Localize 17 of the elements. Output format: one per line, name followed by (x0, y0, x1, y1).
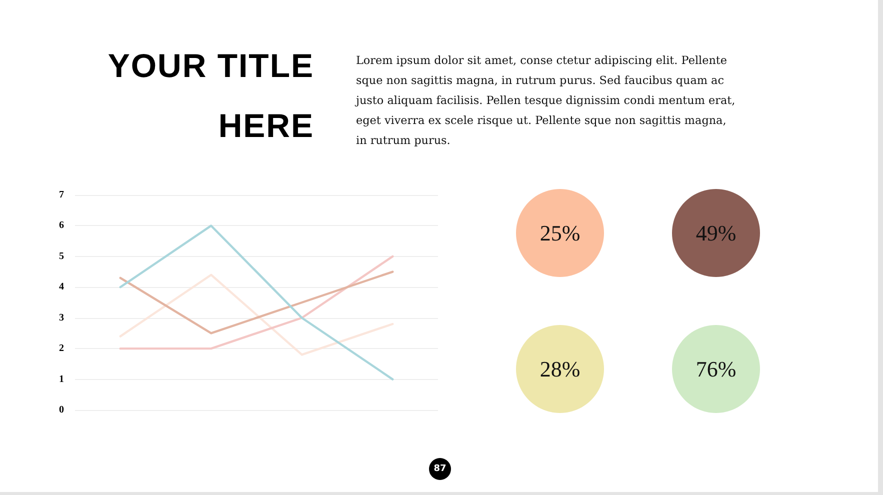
y-tick-label: 3 (59, 312, 64, 324)
text: Lorem ipsum dolor sit amet, conse ctetur adipiscing elit. Pellente sque non sagittis magna, in rutrum purus. Sed faucibus quam ac justo aliquam facilisis. Pellen tesque dignissim condi mentum erat, eget viverra ex scele risque ut. Pellente sque non sagittis magna, in rutrum purus. (356, 53, 736, 149)
text: 28% (540, 356, 580, 382)
text: 25% (540, 220, 580, 246)
y-tick-label: 6 (59, 220, 64, 232)
line-series (119, 224, 394, 380)
line-series (119, 270, 394, 334)
y-tick-label: 2 (59, 343, 64, 354)
y-tick-label: 1 (59, 374, 64, 385)
text: 49% (696, 220, 736, 246)
chart-title: YOUR TITLE HERE (106, 46, 314, 146)
y-tick-label: 4 (59, 282, 64, 293)
text: 76% (696, 356, 736, 382)
y-tick-label: 0 (59, 404, 64, 416)
y-tick-label: 5 (59, 250, 64, 262)
line-series (119, 274, 394, 356)
y-tick-label: 7 (59, 190, 64, 200)
